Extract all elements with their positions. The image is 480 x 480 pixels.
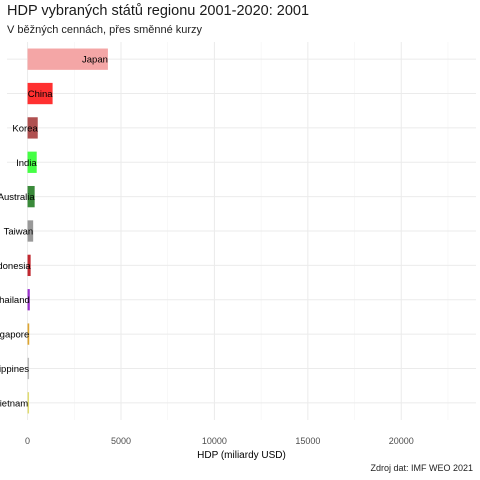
bar-label-vietnam: Vietnam	[0, 398, 28, 409]
bar-thailand	[27, 289, 30, 311]
grid-lines	[7, 42, 476, 420]
bar-label-indonesia: Indonesia	[0, 261, 31, 272]
bar-labels: Japan China Korea India Australia Taiwan Indon…	[0, 55, 108, 410]
bar-japan	[27, 48, 108, 70]
bar-label-australia: Australia	[0, 192, 35, 203]
x-tick-label-1: 5000	[111, 436, 131, 446]
chart-subtitle: V běžných cennách, přes směnné kurzy	[7, 24, 203, 36]
bar-label-korea: Korea	[12, 123, 38, 134]
bar-china	[27, 82, 53, 105]
bar-vietnam	[27, 392, 30, 414]
bar-label-india: India	[16, 158, 37, 169]
bar-label-philippines: Philippines	[0, 364, 29, 375]
bars	[27, 48, 108, 414]
x-tick-label-0: 0	[25, 436, 30, 446]
bar-singapore	[27, 323, 30, 345]
bar-indonesia	[27, 254, 31, 277]
bar-korea	[27, 117, 38, 139]
bar-australia	[27, 185, 35, 208]
bar-label-japan: Japan	[82, 55, 108, 66]
x-axis-ticks: 0 5000 10000 15000 20000	[25, 436, 414, 446]
bar-label-thailand: Thailand	[0, 295, 30, 306]
bar-label-china: China	[28, 89, 54, 100]
x-tick-label-4: 20000	[389, 436, 414, 446]
x-tick-label-3: 15000	[295, 436, 320, 446]
bar-label-singapore: Singapore	[0, 330, 29, 341]
bar-india	[27, 151, 37, 173]
bar-taiwan	[27, 220, 34, 242]
x-tick-label-2: 10000	[202, 436, 227, 446]
x-axis-title: HDP (miliardy USD)	[197, 450, 286, 461]
chart-caption: Zdroj dat: IMF WEO 2021	[370, 463, 473, 473]
bar-philippines	[27, 357, 30, 380]
bar-label-taiwan: Taiwan	[4, 227, 34, 238]
chart-title: HDP vybraných států regionu 2001-2020: 2…	[7, 3, 310, 19]
